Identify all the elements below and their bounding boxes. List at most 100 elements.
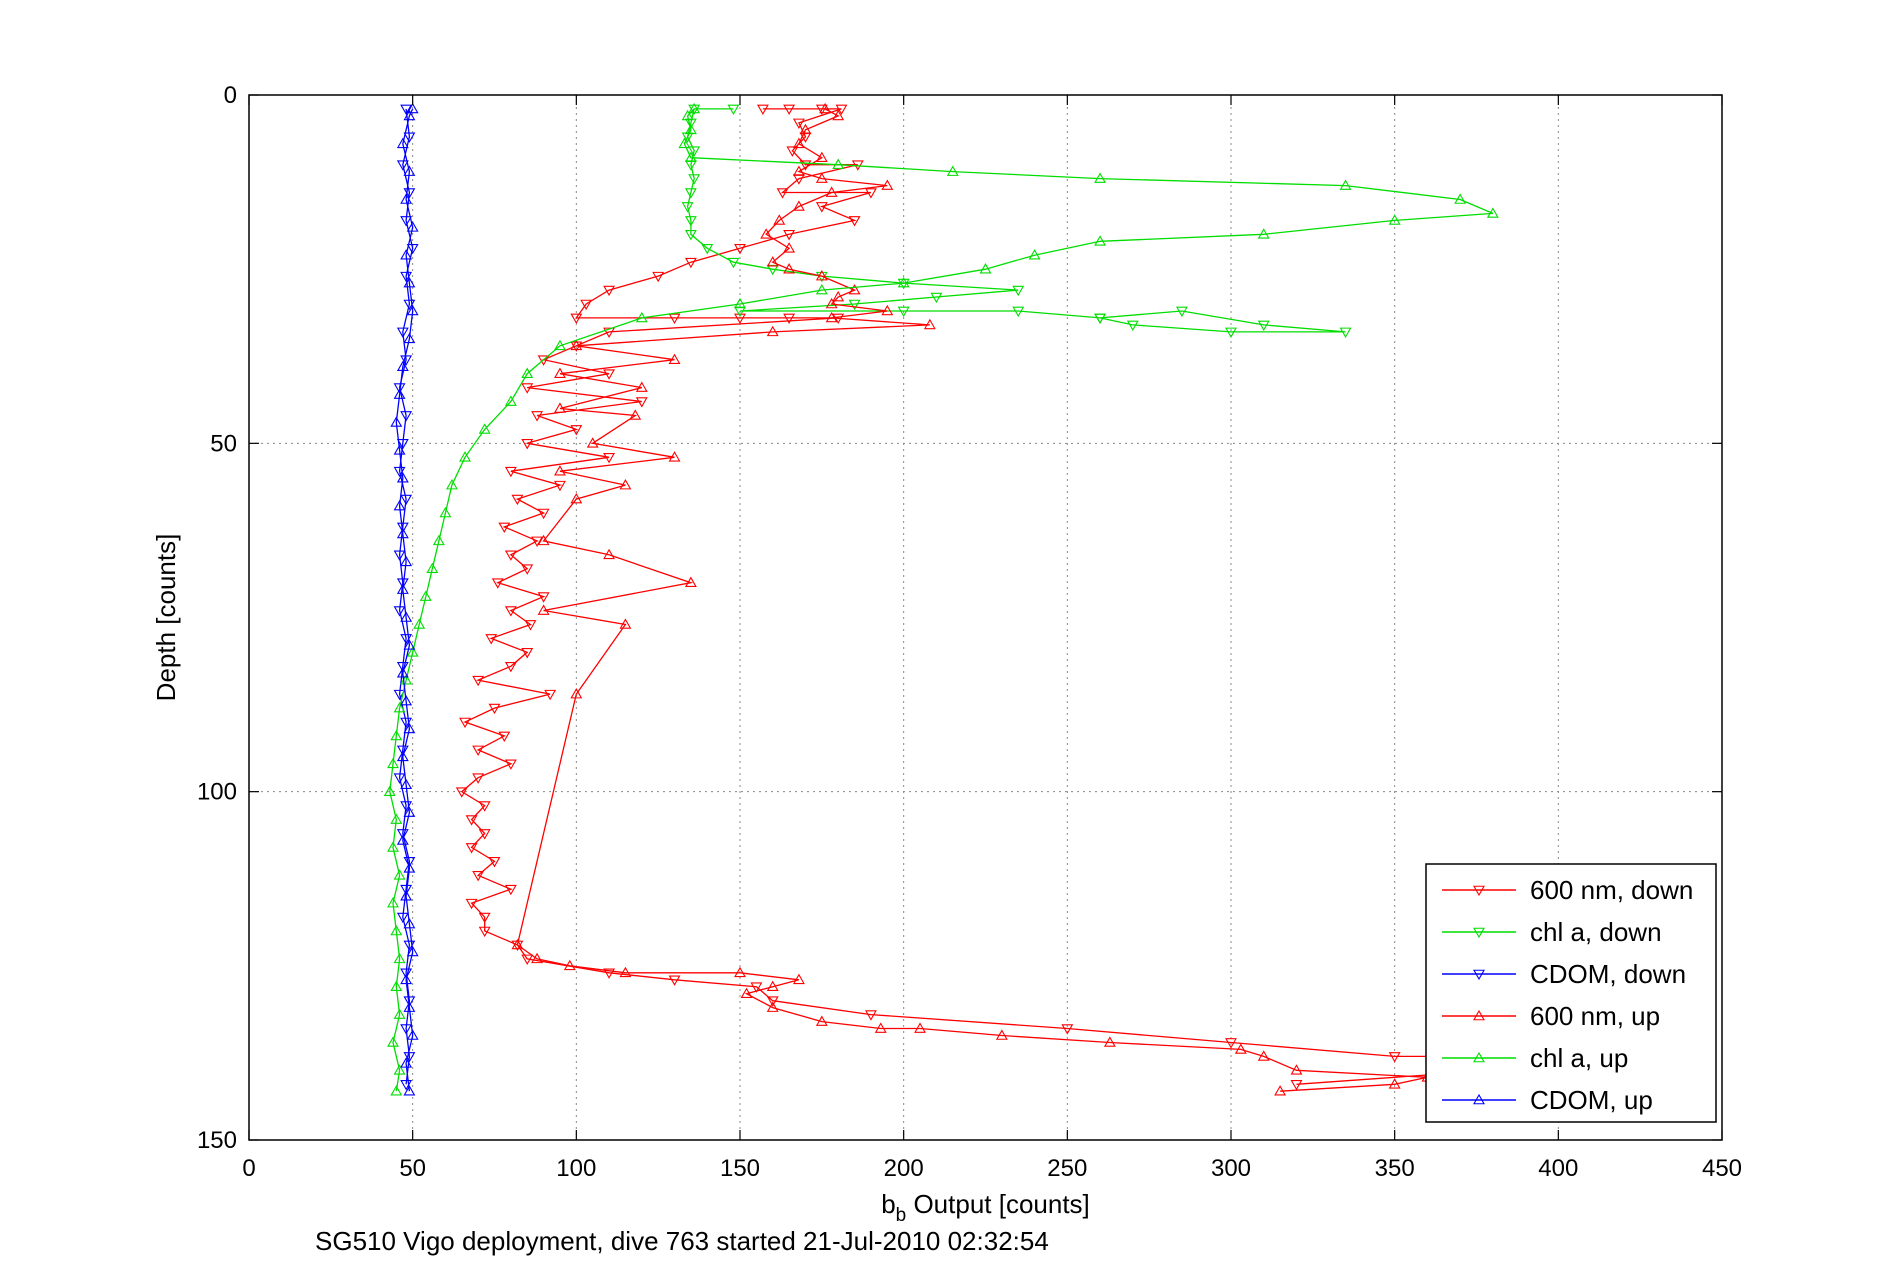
data-point bbox=[403, 862, 416, 873]
data-point bbox=[554, 402, 566, 413]
data-point bbox=[570, 425, 583, 436]
data-point bbox=[387, 897, 399, 908]
data-point bbox=[537, 508, 550, 520]
data-point bbox=[504, 884, 517, 896]
data-point bbox=[387, 757, 399, 769]
data-point bbox=[688, 174, 701, 185]
data-point bbox=[783, 104, 796, 116]
data-point bbox=[734, 297, 746, 309]
data-point bbox=[554, 339, 566, 351]
data-point bbox=[815, 270, 828, 281]
caption: SG510 Vigo deployment, dive 763 started … bbox=[315, 1226, 1049, 1256]
data-point bbox=[403, 276, 416, 288]
data-point bbox=[403, 109, 416, 121]
data-point bbox=[1094, 172, 1107, 183]
data-point bbox=[472, 773, 485, 784]
data-point bbox=[681, 109, 694, 121]
legend-entry: chl a, down bbox=[1442, 917, 1662, 947]
data-point bbox=[400, 355, 413, 366]
data-point bbox=[668, 313, 681, 325]
data-point bbox=[1486, 207, 1499, 218]
x-tick-label: 400 bbox=[1538, 1155, 1578, 1182]
data-point bbox=[554, 367, 566, 378]
data-point bbox=[390, 980, 403, 992]
data-point bbox=[396, 160, 409, 171]
data-point bbox=[400, 411, 413, 422]
data-point bbox=[531, 952, 544, 964]
data-point bbox=[684, 123, 697, 135]
data-point bbox=[504, 661, 517, 673]
data-point bbox=[773, 214, 786, 225]
data-point bbox=[835, 104, 848, 116]
data-point bbox=[537, 534, 550, 546]
data-point bbox=[393, 773, 406, 784]
data-point bbox=[531, 411, 544, 422]
data-point bbox=[393, 550, 406, 561]
y-tick-label: 100 bbox=[197, 779, 237, 806]
series-line-cdom-down bbox=[398, 108, 414, 1085]
data-point bbox=[387, 841, 399, 852]
data-point bbox=[393, 701, 406, 713]
x-tick-label: 300 bbox=[1211, 1155, 1251, 1182]
series-line-chl-a-up bbox=[389, 108, 1494, 1092]
y-tick-label: 50 bbox=[210, 430, 237, 457]
data-point bbox=[521, 367, 534, 378]
data-point bbox=[734, 313, 746, 325]
legend-label: CDOM, up bbox=[1530, 1085, 1653, 1115]
data-point bbox=[403, 996, 416, 1007]
data-point bbox=[783, 313, 796, 325]
data-point bbox=[478, 801, 491, 812]
data-point bbox=[635, 397, 648, 408]
legend-marker bbox=[1473, 927, 1485, 939]
data-point bbox=[1388, 214, 1401, 225]
data-point bbox=[396, 912, 409, 924]
x-tick-label: 450 bbox=[1702, 1155, 1742, 1182]
data-point bbox=[684, 576, 697, 587]
x-tick-label: 150 bbox=[720, 1155, 760, 1182]
data-point bbox=[521, 648, 534, 659]
data-point bbox=[792, 200, 805, 211]
data-point bbox=[776, 188, 789, 199]
data-point bbox=[498, 731, 511, 743]
y-axis-label: Depth [counts] bbox=[151, 534, 181, 702]
data-point bbox=[396, 527, 409, 539]
data-point bbox=[760, 228, 773, 239]
data-point bbox=[897, 306, 910, 318]
data-point bbox=[400, 611, 413, 622]
data-point bbox=[570, 313, 583, 325]
data-point bbox=[396, 327, 409, 338]
x-tick-label: 100 bbox=[556, 1155, 596, 1182]
data-point bbox=[478, 423, 491, 434]
data-point bbox=[740, 987, 753, 998]
data-point bbox=[727, 257, 740, 269]
data-point bbox=[734, 966, 746, 978]
data-point bbox=[504, 395, 517, 406]
data-point bbox=[387, 1036, 399, 1047]
data-point bbox=[393, 444, 406, 455]
data-point bbox=[390, 416, 403, 427]
x-tick-label: 200 bbox=[884, 1155, 924, 1182]
data-point bbox=[504, 550, 517, 561]
data-point bbox=[396, 750, 409, 762]
data-point bbox=[396, 667, 409, 678]
data-point bbox=[688, 104, 701, 116]
data-point bbox=[684, 188, 697, 199]
data-point bbox=[688, 146, 701, 157]
data-point bbox=[413, 618, 426, 629]
data-point bbox=[390, 924, 403, 936]
data-point bbox=[400, 216, 413, 227]
data-point bbox=[1103, 1036, 1116, 1047]
data-point bbox=[393, 869, 406, 880]
data-point bbox=[756, 104, 769, 116]
data-point bbox=[603, 369, 616, 380]
data-point bbox=[403, 917, 416, 929]
data-point bbox=[832, 109, 845, 121]
data-point bbox=[684, 230, 697, 241]
data-point bbox=[766, 1001, 779, 1012]
data-point bbox=[580, 299, 593, 311]
data-point bbox=[799, 160, 812, 171]
data-point bbox=[881, 304, 894, 316]
data-point bbox=[1257, 228, 1270, 239]
legend-marker bbox=[1473, 969, 1485, 981]
data-point bbox=[864, 188, 877, 199]
